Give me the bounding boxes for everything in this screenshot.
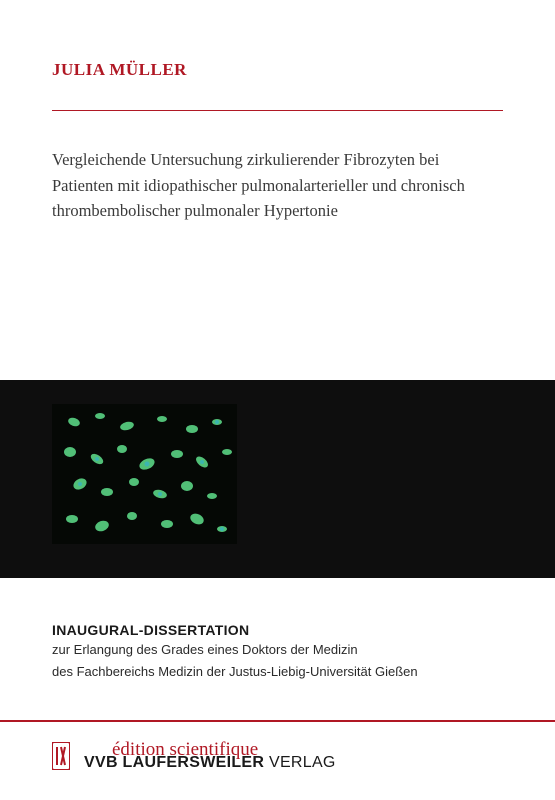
dissertation-heading: INAUGURAL-DISSERTATION xyxy=(52,622,503,638)
image-band xyxy=(0,380,555,578)
author-block: JULIA MÜLLER xyxy=(0,0,555,80)
microscopy-image xyxy=(52,404,237,544)
publisher-bold: VVB LAUFERSWEILER xyxy=(84,754,264,771)
dissertation-line1: zur Erlangung des Grades eines Doktors d… xyxy=(52,640,503,660)
publisher-text: édition scientifique VVB LAUFERSWEILER V… xyxy=(84,740,336,771)
rule-bottom xyxy=(0,720,555,722)
publisher-block: édition scientifique VVB LAUFERSWEILER V… xyxy=(0,732,555,771)
title-block: Vergleichende Untersuchung zirkulierende… xyxy=(0,111,555,224)
dissertation-block: INAUGURAL-DISSERTATION zur Erlangung des… xyxy=(52,622,503,681)
publisher-light: VERLAG xyxy=(269,754,336,771)
author-name: JULIA MÜLLER xyxy=(52,60,503,80)
publisher-logo-icon xyxy=(52,742,70,770)
dissertation-line2: des Fachbereichs Medizin der Justus-Lieb… xyxy=(52,662,503,682)
publisher-main: VVB LAUFERSWEILER VERLAG xyxy=(84,755,336,771)
dissertation-title: Vergleichende Untersuchung zirkulierende… xyxy=(52,147,503,224)
